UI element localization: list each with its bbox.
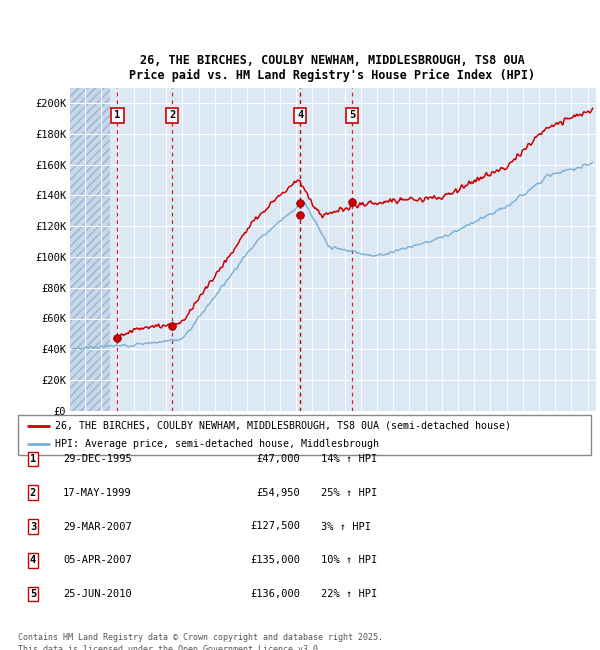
Text: 17-MAY-1999: 17-MAY-1999 bbox=[63, 488, 132, 498]
Text: £136,000: £136,000 bbox=[250, 589, 300, 599]
Text: 2: 2 bbox=[30, 488, 36, 498]
Text: 3% ↑ HPI: 3% ↑ HPI bbox=[321, 521, 371, 532]
Text: 2: 2 bbox=[169, 111, 176, 120]
Text: £54,950: £54,950 bbox=[256, 488, 300, 498]
Text: 14% ↑ HPI: 14% ↑ HPI bbox=[321, 454, 377, 464]
Text: 4: 4 bbox=[297, 111, 303, 120]
Text: 3: 3 bbox=[30, 521, 36, 532]
Text: £127,500: £127,500 bbox=[250, 521, 300, 532]
Text: 29-MAR-2007: 29-MAR-2007 bbox=[63, 521, 132, 532]
Text: £135,000: £135,000 bbox=[250, 555, 300, 566]
Text: 5: 5 bbox=[30, 589, 36, 599]
Text: 25-JUN-2010: 25-JUN-2010 bbox=[63, 589, 132, 599]
Text: 26, THE BIRCHES, COULBY NEWHAM, MIDDLESBROUGH, TS8 0UA (semi-detached house): 26, THE BIRCHES, COULBY NEWHAM, MIDDLESB… bbox=[55, 421, 511, 430]
Text: 5: 5 bbox=[349, 111, 355, 120]
Title: 26, THE BIRCHES, COULBY NEWHAM, MIDDLESBROUGH, TS8 0UA
Price paid vs. HM Land Re: 26, THE BIRCHES, COULBY NEWHAM, MIDDLESB… bbox=[130, 55, 535, 83]
Text: HPI: Average price, semi-detached house, Middlesbrough: HPI: Average price, semi-detached house,… bbox=[55, 439, 379, 449]
Text: 1: 1 bbox=[30, 454, 36, 464]
Text: 22% ↑ HPI: 22% ↑ HPI bbox=[321, 589, 377, 599]
Text: 29-DEC-1995: 29-DEC-1995 bbox=[63, 454, 132, 464]
Text: 25% ↑ HPI: 25% ↑ HPI bbox=[321, 488, 377, 498]
Text: 4: 4 bbox=[30, 555, 36, 566]
Text: Contains HM Land Registry data © Crown copyright and database right 2025.: Contains HM Land Registry data © Crown c… bbox=[18, 633, 383, 642]
Text: 05-APR-2007: 05-APR-2007 bbox=[63, 555, 132, 566]
Text: 1: 1 bbox=[115, 111, 121, 120]
Text: 10% ↑ HPI: 10% ↑ HPI bbox=[321, 555, 377, 566]
Text: £47,000: £47,000 bbox=[256, 454, 300, 464]
Text: This data is licensed under the Open Government Licence v3.0.: This data is licensed under the Open Gov… bbox=[18, 645, 323, 650]
